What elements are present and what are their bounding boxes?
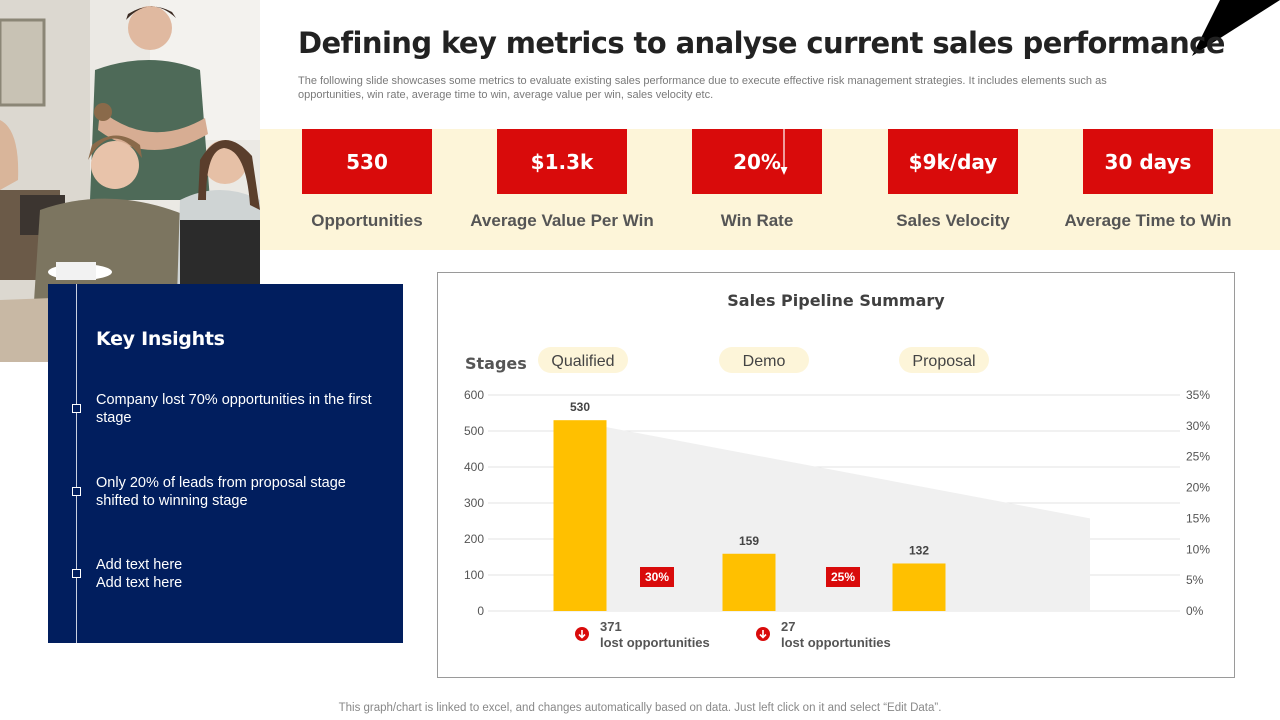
- lost-count: 371: [600, 619, 622, 634]
- y-tick-label: 100: [464, 568, 484, 582]
- chart-title: Sales Pipeline Summary: [727, 291, 945, 310]
- team-photo: [0, 0, 260, 362]
- y2-tick-label: 15%: [1186, 511, 1210, 525]
- conversion-rate-label: 25%: [831, 570, 855, 584]
- metric-label: Win Rate: [720, 211, 794, 230]
- conversion-rate-label: 30%: [645, 570, 669, 584]
- metric-sales-velocity: $9k/day Sales Velocity: [888, 129, 1018, 230]
- metric-label: Average Time to Win: [1064, 211, 1232, 230]
- stage-pill: [899, 347, 989, 373]
- stage-label: Demo: [743, 353, 786, 370]
- y-tick-label: 300: [464, 496, 484, 510]
- metric-value: $1.3k: [497, 129, 627, 194]
- square-bullet-icon: [72, 404, 81, 413]
- corner-decoration: [1192, 0, 1280, 56]
- metric-label: Average Value Per Win: [470, 211, 654, 230]
- bar: [722, 553, 776, 611]
- y-tick-label: 600: [464, 388, 484, 402]
- bar: [892, 563, 946, 611]
- page-title: Defining key metrics to analyse current …: [298, 26, 1225, 60]
- bar-value-label: 132: [909, 543, 929, 557]
- metric-label: Opportunities: [311, 211, 423, 230]
- y2-tick-label: 25%: [1186, 450, 1210, 464]
- metric-label: Sales Velocity: [896, 211, 1010, 230]
- bar-value-label: 530: [570, 400, 590, 414]
- stage-pill: [719, 347, 809, 373]
- stage-pill: [538, 347, 628, 373]
- key-insights-panel: Key Insights Company lost 70% opportunit…: [48, 284, 403, 643]
- stages-label: Stages: [465, 354, 527, 373]
- metric-value: 30 days: [1083, 129, 1213, 194]
- insight-item: Add text here Add text here: [96, 557, 183, 591]
- y-tick-label: 0: [477, 604, 484, 618]
- y2-tick-label: 5%: [1186, 573, 1204, 587]
- metric-value: $9k/day: [888, 129, 1018, 194]
- square-bullet-icon: [72, 569, 81, 578]
- metric-value: 20%: [692, 129, 822, 194]
- page-subtitle: The following slide showcases some metri…: [298, 75, 1107, 101]
- metric-average-value-per-win: $1.3k Average Value Per Win: [470, 129, 654, 230]
- lost-label: lost opportunities: [600, 635, 710, 650]
- metric-average-time-to-win: 30 days Average Time to Win: [1064, 129, 1232, 230]
- stage-label: Proposal: [912, 353, 975, 370]
- conversion-badge: [640, 567, 674, 587]
- conversion-badge: [826, 567, 860, 587]
- y-tick-label: 400: [464, 460, 484, 474]
- y2-tick-label: 35%: [1186, 388, 1210, 402]
- timeline-line: [76, 284, 77, 643]
- square-bullet-icon: [72, 487, 81, 496]
- footer-note: This graph/chart is linked to excel, and…: [338, 702, 942, 714]
- y2-tick-label: 10%: [1186, 542, 1210, 556]
- y-tick-label: 200: [464, 532, 484, 546]
- insight-item: Company lost 70% opportunities in the fi…: [96, 392, 372, 426]
- metric-opportunities: 530 Opportunities: [302, 129, 432, 230]
- metric-win-rate: 20% Win Rate: [692, 129, 822, 230]
- metric-value: 530: [302, 129, 432, 194]
- lost-count: 27: [781, 619, 795, 634]
- insight-item: Only 20% of leads from proposal stage sh…: [96, 475, 346, 509]
- y2-tick-label: 0%: [1186, 604, 1204, 618]
- funnel-area: [580, 422, 1090, 611]
- y2-tick-label: 30%: [1186, 419, 1210, 433]
- sales-pipeline-chart: Sales Pipeline Summary Stages 0 100 200 300 40…: [437, 272, 1235, 678]
- y2-tick-label: 20%: [1186, 481, 1210, 495]
- y-tick-label: 500: [464, 424, 484, 438]
- bar-value-label: 159: [739, 534, 759, 548]
- chart-canvas: Sales Pipeline Summary Stages 0 100 200 300 40…: [464, 291, 1210, 650]
- bar: [553, 420, 607, 611]
- down-arrow-glyph: [759, 630, 767, 639]
- stage-label: Qualified: [551, 353, 614, 370]
- lost-label: lost opportunities: [781, 635, 891, 650]
- arrow-down-icon: [780, 129, 788, 175]
- down-arrow-glyph: [578, 630, 586, 639]
- key-insights-heading: Key Insights: [96, 328, 225, 350]
